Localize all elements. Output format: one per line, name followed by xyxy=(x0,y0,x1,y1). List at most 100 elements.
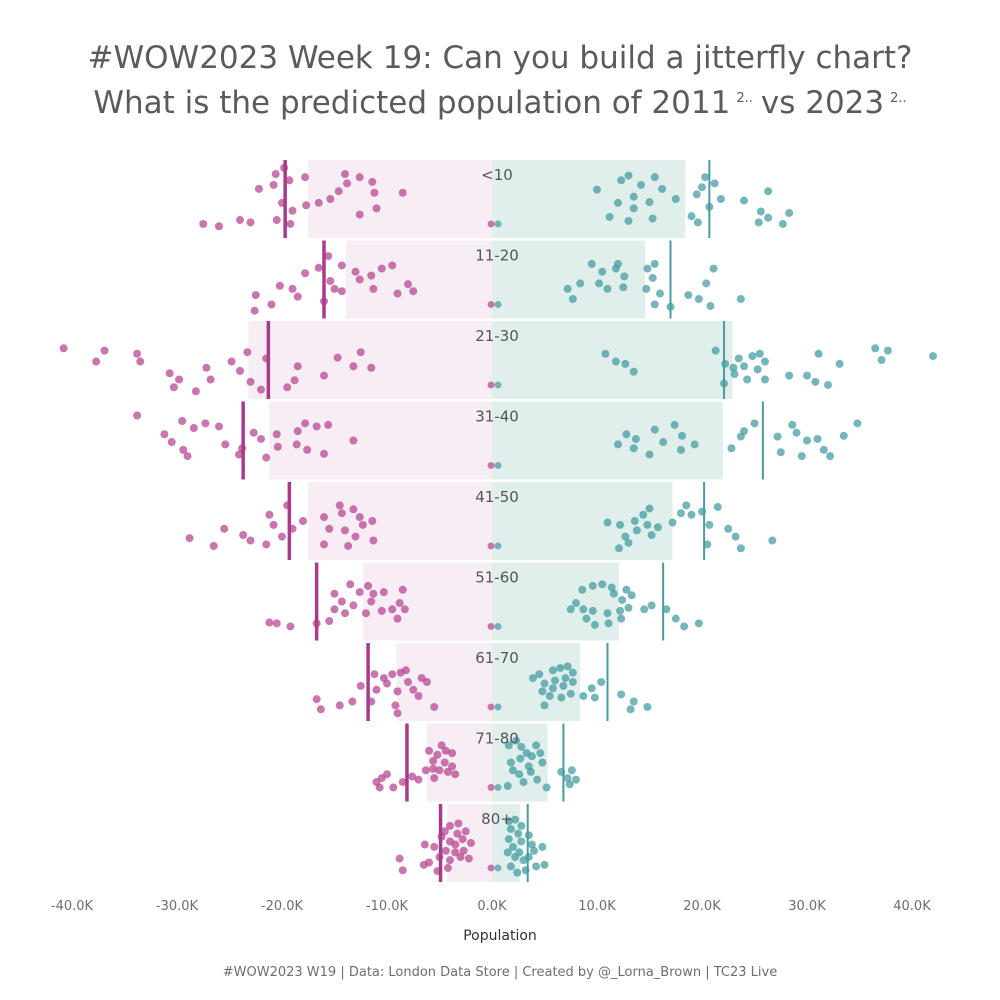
dot-left-5-3[interactable] xyxy=(355,588,364,597)
dot-right-3-9[interactable] xyxy=(629,444,638,453)
dot-left-0-18[interactable] xyxy=(272,216,281,225)
dot-right-0-22[interactable] xyxy=(740,196,748,205)
dot-left-1-12[interactable] xyxy=(393,289,402,298)
dot-right-1-0[interactable] xyxy=(587,259,596,268)
dot-left-4-6[interactable] xyxy=(320,513,328,522)
title-superscript-2023[interactable]: 2.. xyxy=(890,90,907,106)
dot-left-6-13[interactable] xyxy=(348,697,357,706)
dot-right-6-17[interactable] xyxy=(597,678,606,686)
dot-left-3-19[interactable] xyxy=(262,453,271,462)
band-left-5[interactable] xyxy=(362,562,492,641)
dot-right-6-7[interactable] xyxy=(548,684,557,693)
dot-left-5-19[interactable] xyxy=(272,619,281,628)
dot-left-0-16[interactable] xyxy=(288,206,297,215)
dot-right-1-4[interactable] xyxy=(620,272,629,281)
dot-left-3-21[interactable] xyxy=(292,440,301,449)
dot-left-4-16[interactable] xyxy=(344,541,353,550)
dot-left-8-8[interactable] xyxy=(458,835,467,844)
dot-left-5-9[interactable] xyxy=(395,599,404,608)
dot-right-2-6[interactable] xyxy=(734,354,743,363)
dot-left-0-19[interactable] xyxy=(286,219,295,228)
dot-right-5-21[interactable] xyxy=(680,622,689,631)
dot-left-3-2[interactable] xyxy=(201,419,210,428)
dot-left-7-8[interactable] xyxy=(451,770,460,779)
dot-left-0-12[interactable] xyxy=(370,188,379,197)
dot-left-7-2[interactable] xyxy=(437,741,446,750)
dot-left-2-1[interactable] xyxy=(92,357,101,366)
dot-left-2-4[interactable] xyxy=(136,357,145,366)
dot-zero-left-8[interactable] xyxy=(487,864,495,872)
dot-right-6-6[interactable] xyxy=(540,679,549,688)
dot-left-8-11[interactable] xyxy=(451,848,460,857)
dot-left-2-11[interactable] xyxy=(236,366,244,375)
dot-right-7-9[interactable] xyxy=(538,758,547,767)
dot-right-4-9[interactable] xyxy=(668,518,677,527)
dot-right-2-26[interactable] xyxy=(729,363,738,372)
dot-left-4-17[interactable] xyxy=(320,540,328,549)
dot-right-2-1[interactable] xyxy=(611,357,620,366)
dot-right-4-0[interactable] xyxy=(603,518,612,527)
dot-right-7-21[interactable] xyxy=(565,780,574,789)
dot-left-2-14[interactable] xyxy=(243,348,252,357)
dot-left-7-19[interactable] xyxy=(389,783,398,792)
dot-right-4-3[interactable] xyxy=(639,510,648,519)
dot-left-3-17[interactable] xyxy=(324,420,333,429)
dot-right-3-18[interactable] xyxy=(803,436,811,445)
dot-left-3-12[interactable] xyxy=(257,434,265,443)
dot-left-1-10[interactable] xyxy=(388,261,397,270)
dot-right-5-6[interactable] xyxy=(622,585,631,594)
dot-right-3-3[interactable] xyxy=(659,438,668,447)
dot-left-3-22[interactable] xyxy=(349,436,358,445)
dot-left-4-9[interactable] xyxy=(349,505,358,514)
dot-zero-left-6[interactable] xyxy=(487,703,495,711)
dot-right-8-20[interactable] xyxy=(513,868,522,877)
dot-left-6-5[interactable] xyxy=(404,678,412,686)
dot-left-8-20[interactable] xyxy=(395,854,404,863)
dot-left-1-4[interactable] xyxy=(326,277,335,286)
dot-right-6-10[interactable] xyxy=(538,687,547,696)
dot-left-8-14[interactable] xyxy=(420,840,429,849)
dot-left-4-19[interactable] xyxy=(246,536,255,545)
dot-right-2-23[interactable] xyxy=(877,356,886,364)
dot-left-7-5[interactable] xyxy=(429,756,438,765)
dot-right-6-19[interactable] xyxy=(629,697,638,706)
dot-right-3-6[interactable] xyxy=(677,445,685,454)
dot-right-3-1[interactable] xyxy=(631,434,640,443)
dot-left-6-15[interactable] xyxy=(316,705,325,714)
dot-right-3-20[interactable] xyxy=(819,445,828,454)
dot-left-6-20[interactable] xyxy=(430,702,439,711)
dot-left-7-11[interactable] xyxy=(429,764,438,773)
dot-right-2-13[interactable] xyxy=(753,365,762,374)
dot-right-6-1[interactable] xyxy=(556,663,565,672)
dot-left-0-5[interactable] xyxy=(254,184,263,193)
dot-left-1-19[interactable] xyxy=(250,306,259,315)
dot-right-6-8[interactable] xyxy=(559,681,568,690)
dot-left-3-0[interactable] xyxy=(133,411,142,420)
dot-left-2-17[interactable] xyxy=(290,376,299,385)
dot-left-7-9[interactable] xyxy=(443,767,452,776)
dot-zero-right-1[interactable] xyxy=(494,300,502,308)
dot-right-5-5[interactable] xyxy=(618,595,627,604)
dot-right-3-21[interactable] xyxy=(839,431,848,440)
dot-right-7-10[interactable] xyxy=(526,767,535,776)
dot-left-8-16[interactable] xyxy=(446,856,454,865)
dot-right-3-5[interactable] xyxy=(678,431,687,440)
dot-left-5-2[interactable] xyxy=(346,580,355,589)
dot-right-0-13[interactable] xyxy=(648,214,657,223)
dot-zero-right-2[interactable] xyxy=(494,381,502,389)
dot-right-6-9[interactable] xyxy=(568,678,577,686)
dot-right-5-15[interactable] xyxy=(590,620,599,629)
dot-left-1-11[interactable] xyxy=(369,284,378,293)
dot-left-5-22[interactable] xyxy=(377,606,386,615)
dot-zero-right-7[interactable] xyxy=(494,783,502,791)
dot-right-2-8[interactable] xyxy=(740,362,748,371)
dot-right-7-14[interactable] xyxy=(519,778,528,786)
dot-left-1-7[interactable] xyxy=(355,275,364,284)
dot-left-7-6[interactable] xyxy=(440,758,449,767)
dot-left-5-12[interactable] xyxy=(393,614,402,623)
dot-left-0-10[interactable] xyxy=(334,187,343,196)
dot-left-3-8[interactable] xyxy=(183,452,192,461)
dot-right-3-24[interactable] xyxy=(853,419,862,428)
band-left-1[interactable] xyxy=(346,240,492,319)
dot-left-1-16[interactable] xyxy=(288,284,297,293)
